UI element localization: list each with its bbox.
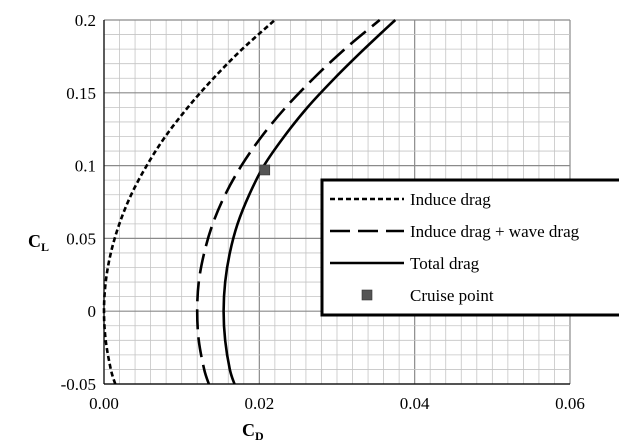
legend-swatch-marker — [361, 289, 373, 301]
legend-label: Cruise point — [410, 286, 494, 305]
legend-label: Total drag — [410, 254, 480, 273]
x-tick-label: 0.00 — [89, 394, 119, 413]
y-axis-label: CL — [28, 231, 49, 254]
x-axis-label: CD — [242, 420, 264, 443]
x-tick-label: 0.02 — [244, 394, 274, 413]
series-line-2 — [195, 19, 381, 385]
y-tick-label: 0.1 — [75, 157, 96, 176]
legend: Induce drag Induce drag + wave drag Total … — [320, 178, 619, 317]
data-points — [259, 164, 271, 176]
legend-label: Induce drag — [410, 190, 491, 209]
cruise-point-marker — [259, 164, 271, 176]
y-tick-label: 0 — [88, 302, 97, 321]
series-line-3 — [222, 19, 397, 385]
y-tick-label: 0.15 — [66, 84, 96, 103]
y-tick-label: 0.05 — [66, 229, 96, 248]
legend-label: Induce drag + wave drag — [410, 222, 580, 241]
x-tick-label: 0.06 — [555, 394, 585, 413]
y-tick-label: -0.05 — [61, 375, 96, 394]
series-lines — [102, 19, 397, 385]
x-tick-label: 0.04 — [400, 394, 430, 413]
y-tick-label: 0.2 — [75, 11, 96, 30]
series-line-1 — [102, 19, 276, 385]
tick-labels: 0.00 0.02 0.04 0.06 -0.05 0 0.05 0.1 0.15 0.2 — [61, 11, 585, 413]
